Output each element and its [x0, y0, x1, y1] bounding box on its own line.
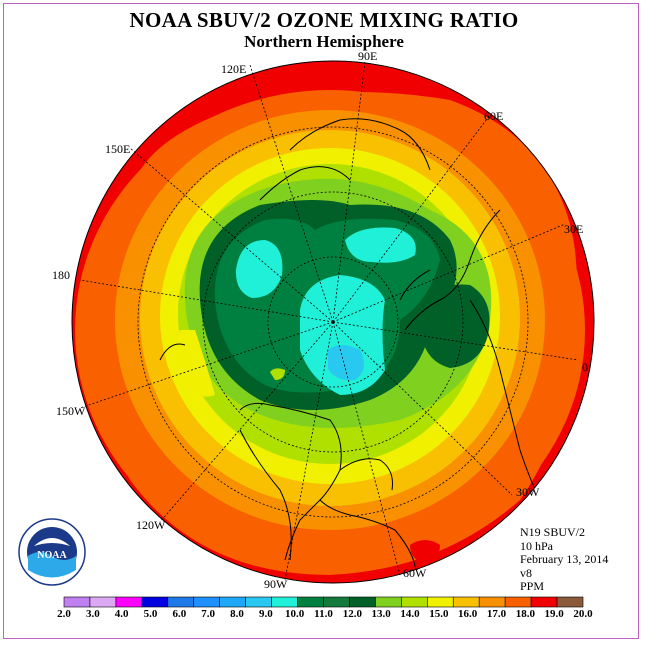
map-frame — [3, 3, 639, 639]
colorbar-tick-label: 12.0 — [342, 608, 362, 620]
colorbar-swatch — [115, 596, 143, 608]
lon-label: 30E — [564, 222, 584, 236]
colorbar-tick-label: 7.0 — [201, 608, 216, 620]
lon-label: 30W — [516, 485, 540, 499]
lon-label: 120E — [221, 62, 247, 76]
colorbar-swatch — [245, 596, 272, 608]
lon-label: 150E — [105, 142, 131, 156]
lon-label: 120W — [136, 518, 166, 532]
colorbar-swatch — [141, 596, 169, 608]
colorbar-swatch — [426, 596, 454, 608]
colorbar-tick-label: 8.0 — [230, 608, 244, 620]
colorbar-tick-label: 16.0 — [458, 608, 478, 620]
map-boundary — [71, 60, 595, 584]
version-label: v8 — [520, 565, 532, 580]
colorbar-swatch — [63, 596, 91, 608]
lon-label: 60E — [484, 109, 504, 123]
colorbar-tick-label: 2.0 — [57, 608, 71, 620]
colorbar-swatch — [297, 596, 324, 608]
colorbar-tick-label: 9.0 — [258, 608, 273, 620]
colorbar-tick-label: 3.0 — [85, 608, 100, 620]
colorbar-tick-label: 10.0 — [285, 608, 305, 620]
colorbar-swatch — [504, 596, 532, 608]
colorbar-tick-label: 11.0 — [314, 608, 333, 620]
colorbar-swatch — [401, 596, 428, 608]
colorbar-swatch — [219, 596, 246, 608]
lon-label: 150W — [56, 404, 86, 418]
colorbar-tick-label: 4.0 — [114, 608, 129, 620]
map-subtitle: Northern Hemisphere — [244, 32, 404, 51]
date-label: February 13, 2014 — [520, 552, 609, 566]
colorbar-tick-label: 14.0 — [400, 608, 420, 620]
colorbar-tick-label: 5.0 — [143, 608, 158, 620]
colorbar-swatch — [323, 596, 350, 608]
colorbar-swatch — [89, 596, 117, 608]
map-title: NOAA SBUV/2 OZONE MIXING RATIO — [129, 8, 519, 32]
instrument-label: N19 SBUV/2 — [520, 525, 586, 539]
colorbar-swatch — [530, 596, 558, 608]
lon-label: 90E — [358, 49, 378, 63]
lon-label: 180 — [52, 268, 70, 282]
pressure-level-label: 10 hPa — [520, 538, 553, 553]
logo-text: NOAA — [37, 550, 67, 561]
colorbar-swatch — [271, 596, 298, 608]
colorbar-swatch — [478, 596, 506, 608]
colorbar-tick-label: 20.0 — [573, 608, 593, 620]
colorbar-swatch — [193, 596, 221, 608]
colorbar — [63, 596, 584, 608]
graticule — [79, 61, 579, 581]
colorbar-swatch — [556, 596, 584, 608]
colorbar-tick-label: 17.0 — [486, 608, 507, 620]
colorbar-swatch — [452, 596, 480, 608]
colorbar-tick-label: 19.0 — [544, 608, 564, 620]
colorbar-swatch — [375, 596, 402, 608]
colorbar-tick-label: 15.0 — [429, 608, 449, 620]
data-info: N19 SBUV/2 10 hPa February 13, 2014 v8 P… — [520, 525, 609, 594]
colorbar-swatch — [167, 596, 195, 608]
lon-label: 60W — [403, 566, 427, 580]
noaa-logo: NOAA — [18, 518, 86, 586]
lon-label: 90W — [264, 577, 288, 591]
colorbar-swatch — [349, 596, 376, 608]
colorbar-tick-label: 6.0 — [172, 608, 187, 620]
coastlines — [159, 118, 541, 581]
lon-label: 0 — [582, 360, 588, 374]
colorbar-tick-label: 13.0 — [371, 608, 391, 620]
units-label: PPM — [520, 579, 545, 593]
colorbar-tick-label: 18.0 — [515, 608, 535, 620]
